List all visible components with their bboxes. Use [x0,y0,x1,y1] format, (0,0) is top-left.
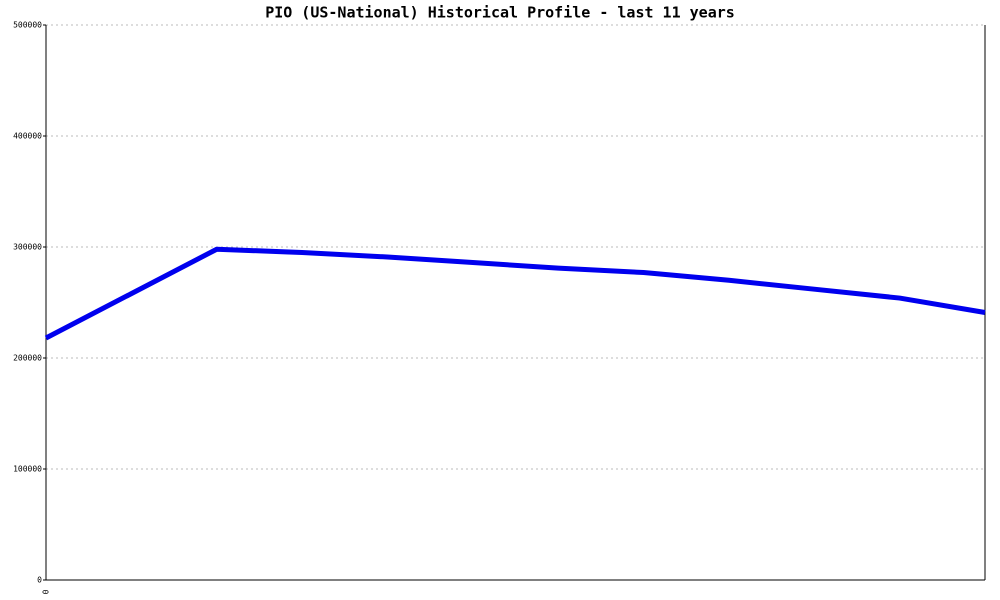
x-tick-label: 0 [42,589,51,594]
series-line [44,246,986,341]
y-tick-label: 500000 [13,21,42,30]
y-tick-label: 100000 [13,465,42,474]
y-tick-label: 400000 [13,132,42,141]
chart-title: PIO (US-National) Historical Profile - l… [265,4,735,22]
y-tick-label: 0 [37,576,42,585]
y-tick-label: 300000 [13,243,42,252]
y-tick-label: 200000 [13,354,42,363]
